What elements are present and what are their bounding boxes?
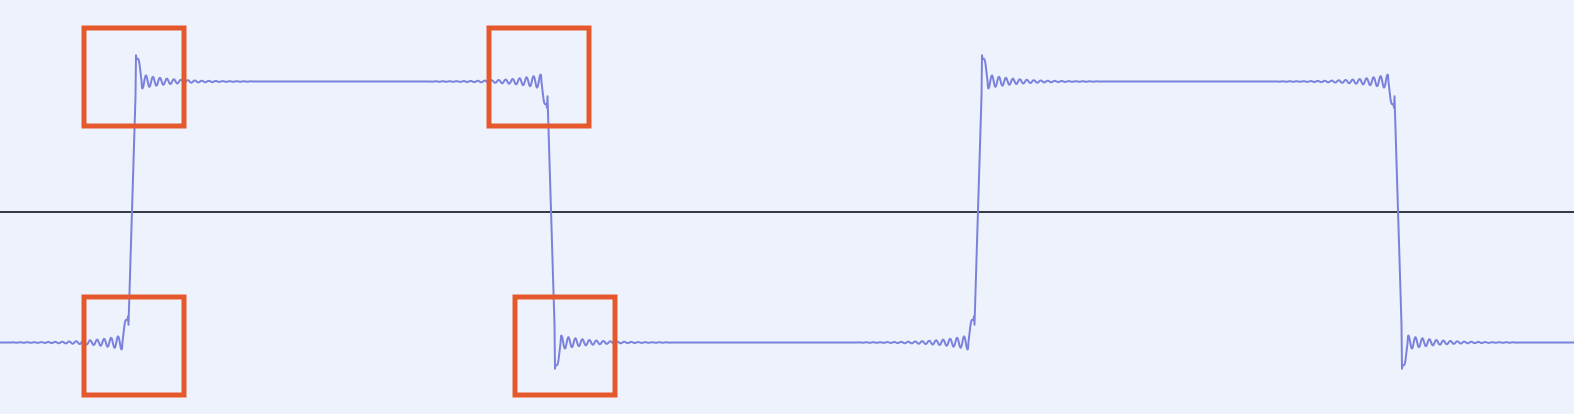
highlight-box-rise-top: [81, 25, 187, 129]
highlight-box-fall-top: [486, 25, 592, 129]
highlight-box-fall-bottom: [512, 294, 618, 398]
square-wave-signal: [0, 54, 1574, 370]
highlight-boxes: [81, 25, 618, 398]
highlight-box-rise-bottom: [81, 294, 187, 398]
